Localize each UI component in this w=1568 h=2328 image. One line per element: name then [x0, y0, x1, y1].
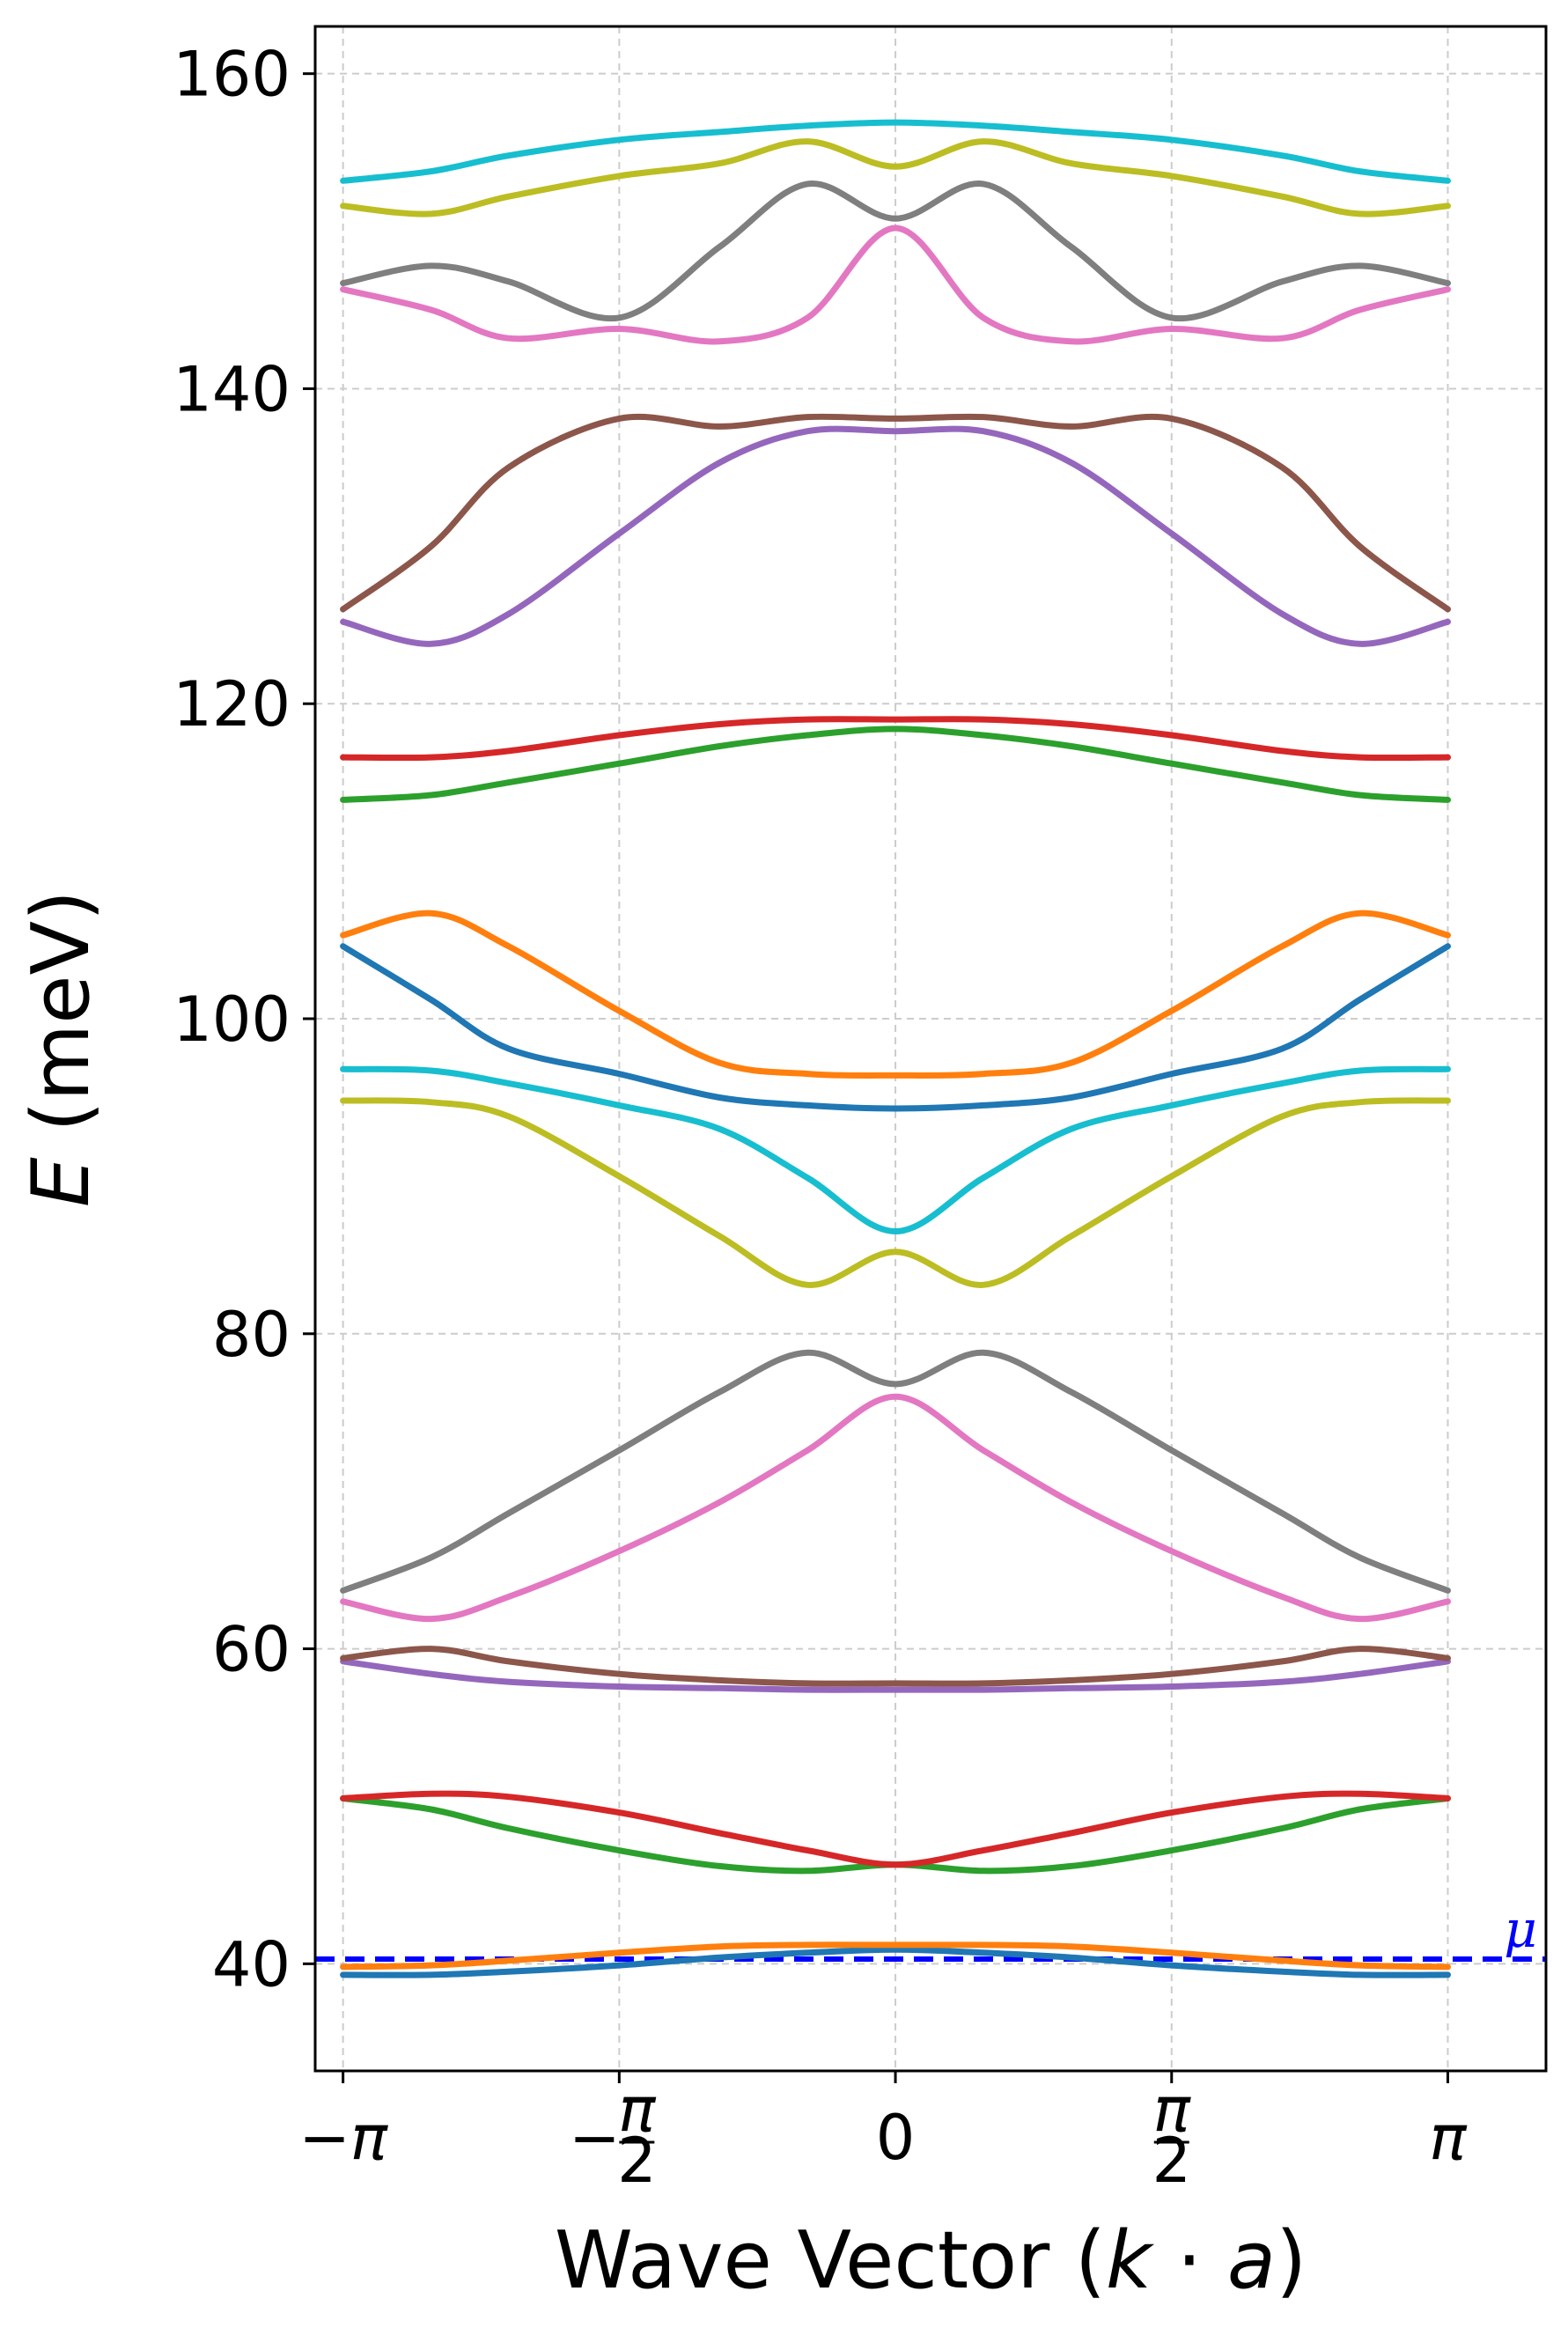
band-19-line [340, 138, 1451, 217]
x-tick-text: 0 [876, 2102, 916, 2174]
plot-frame [313, 25, 1548, 2073]
x-tick-label: π [1429, 2102, 1468, 2174]
band-12-line [340, 910, 1451, 1079]
x-tick-text: −π [298, 2102, 389, 2174]
y-tick-label: 140 [173, 353, 291, 425]
x-tick-value: 0 [876, 2102, 916, 2174]
band-6-line [340, 1646, 1451, 1687]
band-3-line [340, 1795, 1451, 1875]
x-tick-denominator: 2 [617, 2125, 657, 2197]
x-tick-numerator: π [618, 2074, 657, 2146]
x-tick-value: π [1429, 2102, 1468, 2174]
band-1-line [340, 1946, 1451, 1978]
y-tick-label: 160 [173, 39, 291, 111]
y-tick-label: 80 [212, 1299, 291, 1371]
band-20-line [340, 119, 1451, 184]
x-tick-sign: − [569, 2102, 621, 2174]
x-tick-label: −π [298, 2102, 389, 2174]
band-17-line [340, 225, 1451, 345]
band-10-line [340, 1065, 1451, 1234]
x-tick-label: 0 [876, 2102, 916, 2174]
x-tick-denominator: 2 [1152, 2125, 1191, 2197]
x-axis-label: Wave Vector (k · a) [555, 2214, 1307, 2307]
y-tick-label: 120 [173, 668, 291, 740]
grid [315, 26, 1546, 2071]
y-tick-label: 100 [173, 984, 291, 1056]
band-18-line [340, 180, 1451, 322]
band-5-line [340, 1658, 1451, 1693]
band-14-line [340, 716, 1451, 762]
mu-label: μ [1504, 1899, 1537, 1959]
x-tick-value: π [350, 2102, 389, 2174]
x-tick-text: π [1429, 2102, 1468, 2174]
x-tick-numerator: π [1153, 2074, 1192, 2146]
band-15-line [340, 425, 1451, 647]
y-tick-label: 40 [212, 1928, 291, 2000]
band-13-line [340, 726, 1451, 803]
y-tick-label: 60 [212, 1614, 291, 1686]
band-8-line [340, 1349, 1451, 1594]
reference-layer: μ [315, 1899, 1546, 1962]
x-tick-sign: − [298, 2102, 350, 2174]
band-9-line [340, 1097, 1451, 1288]
y-axis-label: E (meV) [15, 890, 107, 1207]
band-11-line [340, 943, 1451, 1112]
band-4-line [340, 1790, 1451, 1868]
x-tick-label: −π2 [569, 2074, 657, 2197]
x-tick-label: π2 [1152, 2074, 1191, 2197]
band-lines [340, 119, 1451, 1978]
band-16-line [340, 413, 1451, 613]
band-7-line [340, 1393, 1451, 1623]
band-2-line [340, 1941, 1451, 1971]
